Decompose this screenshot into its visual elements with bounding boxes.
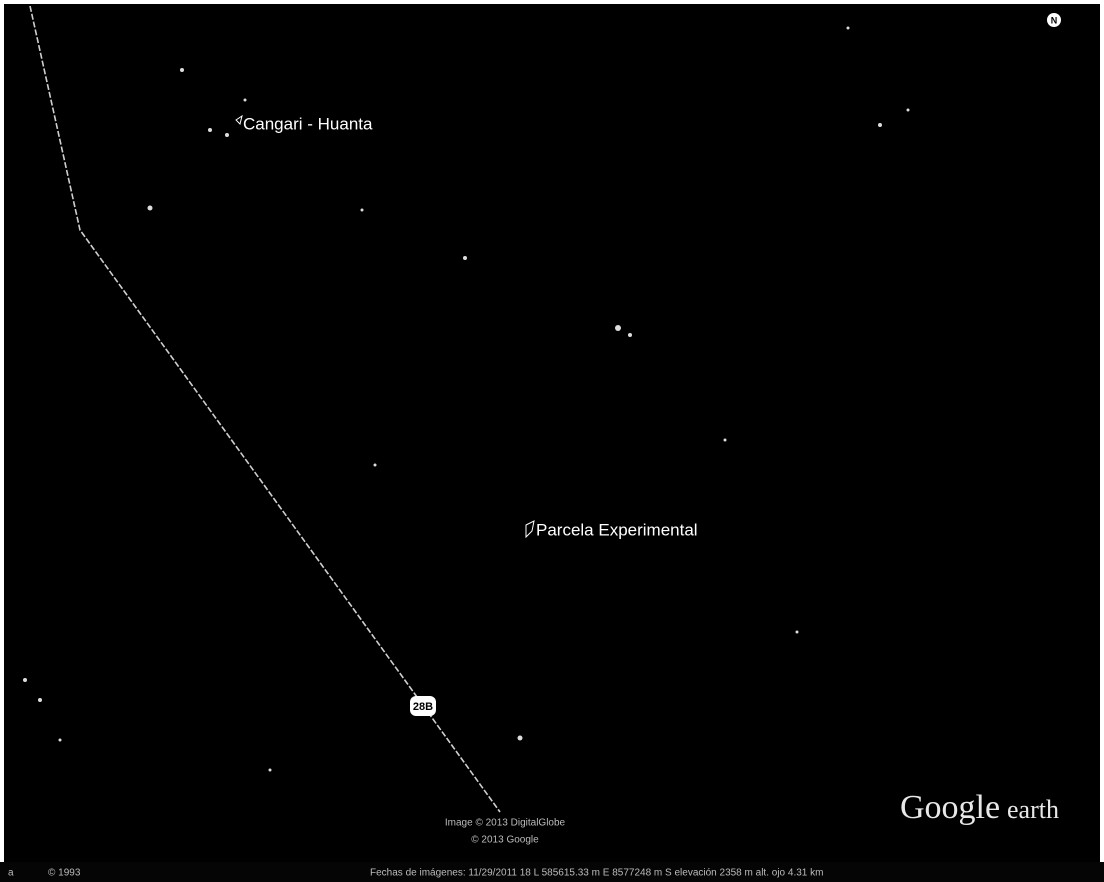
imagery <box>4 4 1100 862</box>
compass-label: N <box>1051 15 1058 25</box>
placemark-label: Cangari - Huanta <box>243 114 373 133</box>
road-shield-label: 28B <box>413 701 433 713</box>
logo-earth: earth <box>1007 795 1059 824</box>
status-left: a <box>8 868 14 879</box>
attribution: © 2013 Google <box>471 835 539 846</box>
attribution: Image © 2013 DigitalGlobe <box>445 818 566 829</box>
page: {"map": { "compass": "N", "placemarks": … <box>0 0 1104 882</box>
placemark-label: Parcela Experimental <box>536 520 698 539</box>
map-view: N Cangari - Huanta Parcela Experimental … <box>0 0 1104 882</box>
status-info: Fechas de imágenes: 11/29/2011 18 L 5856… <box>370 868 823 879</box>
logo-google: Google <box>900 789 1000 826</box>
status-year: © 1993 <box>48 868 81 879</box>
